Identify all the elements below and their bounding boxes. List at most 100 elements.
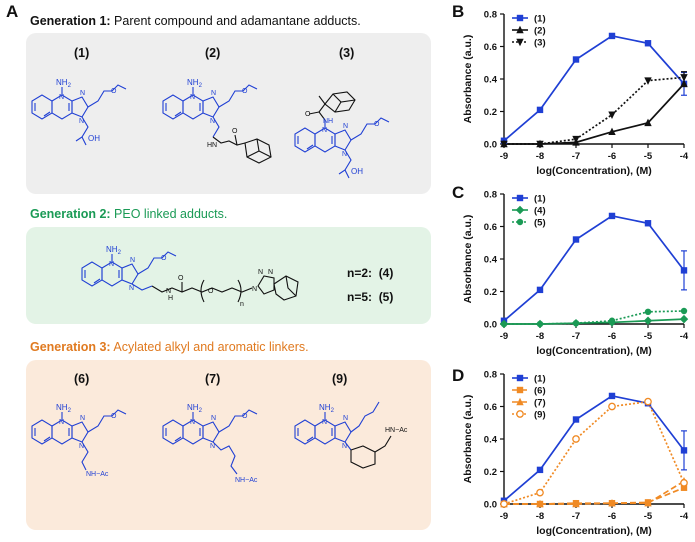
y-tick-label: 0.2 xyxy=(484,107,497,118)
compound-label-3: (3) xyxy=(339,46,355,60)
series-line xyxy=(503,400,685,505)
data-point xyxy=(680,267,688,274)
y-axis-label: Absorbance (a.u.) xyxy=(462,215,474,304)
generation-3-head: Generation 3: xyxy=(30,340,111,354)
y-tick-label: 0.8 xyxy=(484,190,497,201)
x-tick-label: -9 xyxy=(500,151,508,162)
data-point xyxy=(516,410,524,418)
structure-compound-3: N N N NH O O OH xyxy=(294,91,390,179)
svg-text:NH: NH xyxy=(323,118,333,125)
peo-n-subscript: n xyxy=(240,301,244,308)
n5-compound: (5) xyxy=(378,290,394,304)
panel-letter-c: C xyxy=(452,183,465,202)
generation-1-box xyxy=(26,33,431,194)
data-point xyxy=(516,194,524,202)
structure-compound-7: N N N O NH−Ac xyxy=(162,403,258,484)
generation-2-text: PEO linked adducts. xyxy=(110,207,228,221)
svg-text:N: N xyxy=(210,443,215,450)
svg-text:N: N xyxy=(80,90,85,97)
structure-compound-9: N N N HN−Ac xyxy=(294,401,408,469)
data-point xyxy=(644,308,652,316)
y-axis-label: Absorbance (a.u.) xyxy=(462,35,474,124)
compound-label-1: (1) xyxy=(74,46,90,60)
generation-3-text: Acylated alkyl and aromatic linkers. xyxy=(110,340,309,354)
y-tick-label: 0.0 xyxy=(484,140,497,151)
x-tick-label: -7 xyxy=(572,151,580,162)
svg-text:N: N xyxy=(258,269,263,276)
svg-text:N: N xyxy=(129,285,134,292)
y-tick-label: 0.0 xyxy=(484,320,497,331)
data-point xyxy=(536,499,544,508)
structure-compound-6: N N N O NH−Ac xyxy=(31,403,127,478)
svg-text:NH−Ac: NH−Ac xyxy=(235,477,258,484)
series-line xyxy=(504,83,685,145)
svg-text:NH−Ac: NH−Ac xyxy=(86,471,109,478)
legend-label: (5) xyxy=(534,218,546,229)
data-point xyxy=(608,498,616,507)
svg-text:N: N xyxy=(59,94,64,101)
legend-label: (1) xyxy=(534,194,546,205)
data-point xyxy=(536,106,544,114)
data-point xyxy=(608,32,616,40)
data-point xyxy=(536,320,544,328)
y-tick-label: 0.8 xyxy=(484,370,497,381)
x-tick-label: -8 xyxy=(536,151,544,162)
y-tick-label: 0.2 xyxy=(484,287,497,298)
x-tick-label: -5 xyxy=(644,511,653,522)
svg-text:O: O xyxy=(208,288,214,295)
data-point xyxy=(608,111,616,119)
data-point xyxy=(515,205,525,215)
x-axis-label: log(Concentration), (M) xyxy=(536,345,651,357)
y-tick-label: 0.6 xyxy=(484,222,497,233)
svg-text:N: N xyxy=(343,123,348,130)
x-tick-label: -4 xyxy=(680,511,689,522)
compound-label-9: (9) xyxy=(332,372,348,386)
x-tick-label: -5 xyxy=(644,331,653,342)
data-point xyxy=(608,127,616,136)
x-tick-label: -8 xyxy=(536,511,544,522)
series-line xyxy=(503,35,685,142)
data-point xyxy=(516,25,524,34)
legend-label: (3) xyxy=(534,38,546,49)
data-point xyxy=(644,220,652,227)
x-tick-label: -6 xyxy=(608,151,616,162)
data-point xyxy=(536,286,544,294)
y-tick-label: 0.2 xyxy=(484,467,497,478)
x-tick-label: -9 xyxy=(500,331,508,342)
x-tick-label: -6 xyxy=(608,331,616,342)
data-point xyxy=(572,135,580,144)
data-point xyxy=(680,479,688,487)
data-point xyxy=(572,416,580,423)
data-point xyxy=(644,397,652,406)
chart-b: 0.0 0.2 0.4 0.6 0.8 -9 -8 -7 -6 -5 -4 log(Concentra… xyxy=(462,10,689,178)
legend-label: (2) xyxy=(534,26,546,37)
data-point xyxy=(500,320,508,328)
structure-compound-1: N N N O OH xyxy=(31,78,127,146)
legend-label: (4) xyxy=(534,206,546,217)
legend-label: (7) xyxy=(534,398,546,409)
data-point xyxy=(644,40,652,47)
x-axis-label: log(Concentration), (M) xyxy=(536,525,651,537)
data-point xyxy=(572,435,580,443)
y-tick-label: 0.0 xyxy=(484,500,497,511)
data-point xyxy=(572,319,580,327)
n2-label: n=2: (4) xyxy=(347,266,393,280)
data-point xyxy=(536,466,544,474)
svg-text:N: N xyxy=(268,269,273,276)
data-point xyxy=(572,499,580,508)
y-axis-label: Absorbance (a.u.) xyxy=(462,395,474,484)
n5-label: n=5: (5) xyxy=(347,290,393,304)
data-point xyxy=(516,38,524,47)
svg-text:N: N xyxy=(211,415,216,422)
y-tick-label: 0.6 xyxy=(484,42,497,53)
svg-text:N: N xyxy=(342,443,347,450)
svg-text:O: O xyxy=(111,88,117,95)
svg-text:N: N xyxy=(190,94,195,101)
svg-text:N: N xyxy=(343,415,348,422)
data-point xyxy=(680,484,688,491)
series-line xyxy=(504,318,685,325)
data-point xyxy=(644,118,652,127)
n5-text: n=5: xyxy=(347,290,373,304)
data-point xyxy=(680,74,688,82)
compound-label-6: (6) xyxy=(74,372,90,386)
